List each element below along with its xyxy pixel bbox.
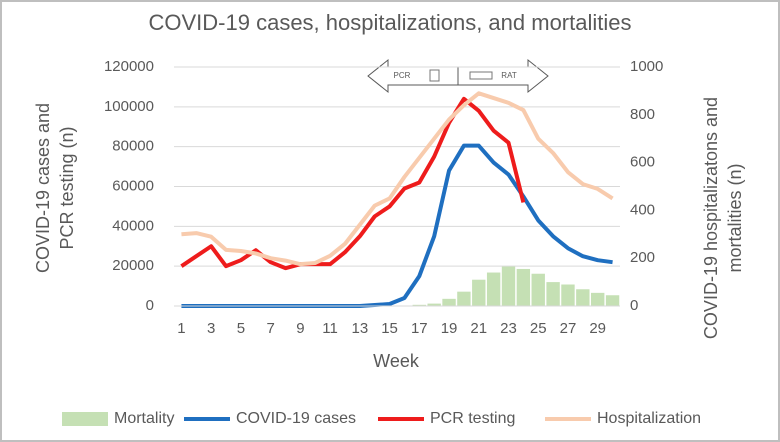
y2-tick-label: 1000: [630, 58, 663, 75]
bar: [427, 303, 441, 306]
y-axis-label-line: COVID-19 cases and: [33, 103, 53, 273]
x-tick-label: 23: [500, 320, 517, 337]
bar: [457, 291, 471, 306]
annotation: PCR: [394, 71, 411, 80]
x-tick-label: 11: [322, 320, 338, 337]
x-tick-label: 29: [589, 320, 606, 337]
legend-swatch: [62, 412, 108, 426]
y-tick-label: 20000: [112, 257, 154, 274]
y2-tick-label: 200: [630, 249, 655, 266]
y2-tick-label: 800: [630, 106, 655, 123]
bar: [546, 282, 560, 306]
bar: [605, 295, 620, 306]
x-tick-label: 3: [207, 320, 215, 337]
pcr-icon: [429, 69, 440, 82]
y-tick-label: 60000: [112, 177, 154, 194]
y2-axis-label: COVID-19 hospitalizatons and mortalities…: [701, 97, 745, 339]
y-tick-label: 40000: [112, 217, 154, 234]
line: [181, 91, 614, 267]
x-tick-label: 15: [381, 320, 398, 337]
y-tick-label: 80000: [112, 138, 154, 155]
y-tick-label: 100000: [104, 98, 154, 115]
x-tick-label: 27: [560, 320, 577, 337]
y-axis-label: COVID-19 cases and PCR testing (n): [33, 103, 77, 273]
y2-axis-label-line: COVID-19 hospitalizatons and: [701, 97, 721, 339]
bar: [412, 304, 426, 306]
bar: [531, 273, 545, 306]
legend-label: Mortality: [114, 410, 174, 427]
legend-label: PCR testing: [430, 410, 515, 427]
x-tick-label: 7: [266, 320, 274, 337]
x-tick-label: 13: [351, 320, 368, 337]
legend-label: Hospitalization: [597, 410, 701, 427]
x-tick-label: 1: [177, 320, 185, 337]
bar: [576, 289, 590, 306]
x-tick-label: 19: [441, 320, 458, 337]
annotation: RAT: [501, 71, 517, 80]
bar: [472, 279, 486, 306]
bar: [591, 292, 605, 306]
bar: [501, 266, 516, 306]
bar: [516, 268, 531, 306]
y2-tick-label: 600: [630, 154, 655, 171]
y2-tick-label: 400: [630, 201, 655, 218]
y-tick-label: 0: [146, 297, 154, 314]
bar: [486, 272, 501, 306]
bar: [442, 298, 456, 306]
y2-tick-label: 0: [630, 297, 638, 314]
rat-icon: [469, 71, 493, 80]
chart-title: COVID-19 cases, hospitalizations, and mo…: [149, 10, 632, 35]
legend-label: COVID-19 cases: [236, 410, 356, 427]
x-tick-label: 9: [296, 320, 304, 337]
y2-axis-label-line: mortalities (n): [725, 163, 745, 272]
x-tick-label: 5: [237, 320, 245, 337]
x-tick-label: 17: [411, 320, 428, 337]
bar: [561, 284, 575, 306]
x-tick-label: 21: [470, 320, 487, 337]
x-axis-label: Week: [373, 351, 420, 371]
x-tick-label: 25: [530, 320, 547, 337]
test-arrow: PCR RAT: [367, 58, 549, 94]
y-axis-label-line: PCR testing (n): [57, 126, 77, 249]
y-tick-label: 120000: [104, 58, 154, 75]
